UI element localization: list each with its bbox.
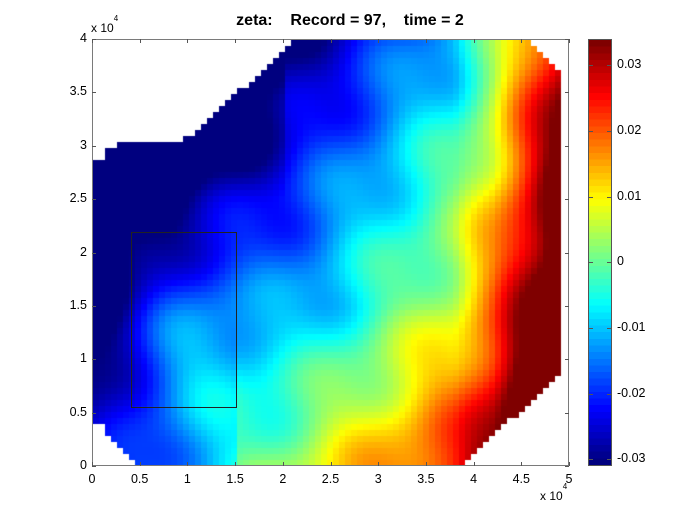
x-tick-mark: [92, 39, 93, 43]
x-axis-multiplier: x 104: [540, 482, 568, 503]
x-tick-mark: [282, 39, 284, 43]
y-tick-mark: [92, 199, 96, 201]
x-tick-label: 0: [88, 472, 96, 486]
x-tick-mark: [330, 39, 332, 43]
colorbar-tick-mark: [589, 262, 593, 264]
y-tick-mark: [92, 145, 96, 147]
x-tick-mark: [282, 462, 284, 466]
x-tick-label: 3: [374, 472, 382, 486]
colorbar-tick-mark: [607, 130, 611, 132]
colorbar-tick-mark: [589, 130, 593, 132]
x-tick-mark: [425, 462, 427, 466]
y-tick-mark: [565, 92, 569, 94]
x-tick-label: 1: [183, 472, 191, 486]
colorbar-tick-mark: [607, 65, 611, 67]
y-tick-mark: [565, 305, 569, 307]
x-tick-mark: [235, 462, 237, 466]
plot-area: [92, 39, 569, 466]
y-tick-mark: [92, 359, 96, 361]
colorbar-tick-label: -0.03: [617, 451, 646, 466]
y-tick-mark: [565, 199, 569, 201]
colorbar-tick-mark: [607, 459, 611, 461]
x-tick-label: 0.5: [130, 472, 149, 486]
y-tick-label: 1.5: [69, 297, 87, 312]
x-tick-mark: [521, 462, 523, 466]
x-tick-mark: [378, 462, 380, 466]
y-tick-label: 2.5: [69, 191, 87, 206]
x-tick-mark: [139, 462, 141, 466]
y-tick-mark: [92, 412, 96, 414]
y-tick-label: 4: [80, 31, 87, 45]
y-tick-mark: [92, 252, 96, 254]
y-tick-label: 0: [80, 458, 87, 472]
x-tick-mark: [139, 39, 141, 43]
colorbar-tick-mark: [607, 262, 611, 264]
y-tick-label: 2: [80, 244, 87, 259]
x-tick-mark: [473, 462, 475, 466]
x-tick-mark: [92, 462, 93, 466]
colorbar-tick-mark: [589, 65, 593, 67]
chart-title: zeta: Record = 97, time = 2: [236, 12, 464, 29]
x-tick-mark: [187, 462, 189, 466]
x-tick-mark: [473, 39, 475, 43]
y-tick-mark: [565, 359, 569, 361]
colorbar-tick-mark: [607, 196, 611, 198]
x-tick-mark: [569, 39, 570, 43]
y-tick-mark: [92, 466, 96, 467]
x-tick-label: 3.5: [417, 472, 435, 486]
y-tick-mark: [565, 412, 569, 414]
y-tick-label: 0.5: [69, 404, 87, 419]
x-tick-mark: [378, 39, 380, 43]
zeta-field-heatmap: [93, 40, 568, 465]
colorbar-tick-mark: [589, 459, 593, 461]
x-tick-label: 2.5: [321, 472, 340, 486]
y-tick-mark: [565, 466, 569, 467]
colorbar-tick-label: 0: [617, 254, 624, 269]
colorbar-tick-mark: [589, 393, 593, 395]
x-tick-mark: [235, 39, 237, 43]
x-tick-mark: [425, 39, 427, 43]
colorbar-tick-label: 0.01: [617, 188, 642, 203]
x-tick-mark: [521, 39, 523, 43]
colorbar-tick-label: -0.02: [617, 385, 646, 400]
y-tick-mark: [565, 145, 569, 147]
x-tick-mark: [330, 462, 332, 466]
colorbar-tick-mark: [589, 196, 593, 198]
y-tick-label: 3: [80, 137, 87, 152]
colorbar-tick-label: -0.01: [617, 320, 646, 335]
y-axis-multiplier: x 104: [91, 14, 119, 35]
x-tick-mark: [187, 39, 189, 43]
y-tick-mark: [92, 305, 96, 307]
x-tick-label: 4.5: [512, 472, 530, 486]
x-tick-label: 2: [279, 472, 287, 486]
y-tick-mark: [92, 92, 96, 94]
y-tick-mark: [92, 39, 96, 40]
x-tick-label: 4: [470, 472, 478, 486]
colorbar-tick-mark: [607, 393, 611, 395]
colorbar-tick-label: 0.02: [617, 122, 642, 137]
y-tick-mark: [565, 252, 569, 254]
colorbar: [588, 39, 612, 466]
y-tick-mark: [565, 39, 569, 40]
y-tick-label: 3.5: [69, 84, 87, 99]
colorbar-tick-mark: [607, 328, 611, 330]
x-tick-label: 5: [565, 472, 573, 486]
colorbar-tick-mark: [589, 328, 593, 330]
x-tick-mark: [569, 462, 570, 466]
y-tick-label: 1: [80, 351, 87, 366]
x-tick-label: 1.5: [226, 472, 244, 486]
colorbar-tick-label: 0.03: [617, 57, 642, 72]
